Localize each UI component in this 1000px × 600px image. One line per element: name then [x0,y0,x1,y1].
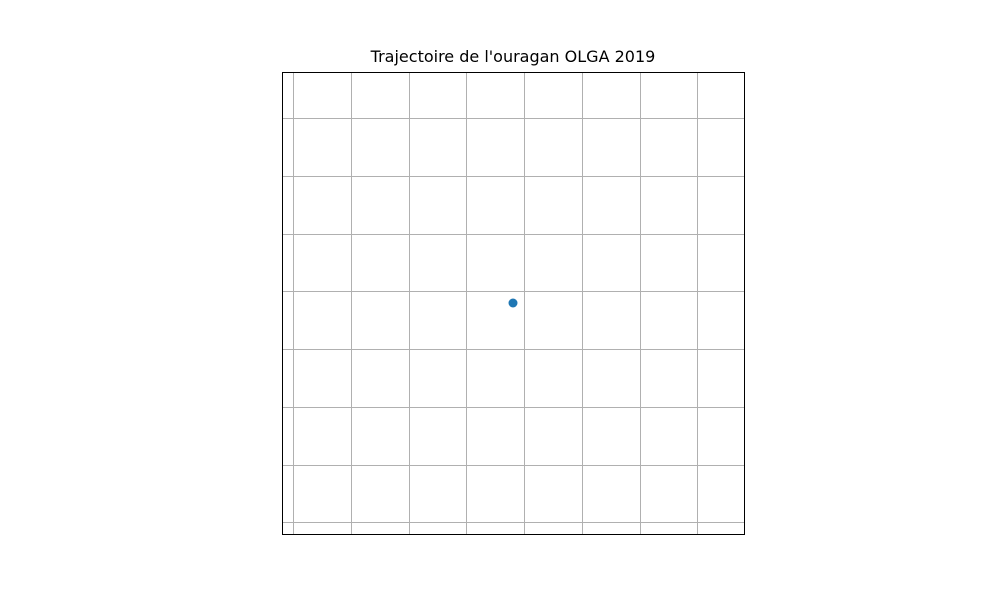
grid-lines [282,72,745,535]
data-point [508,298,518,308]
plot-area-frame [282,72,745,535]
data-points [508,298,518,308]
chart-title: Trajectoire de l'ouragan OLGA 2019 [370,47,656,66]
